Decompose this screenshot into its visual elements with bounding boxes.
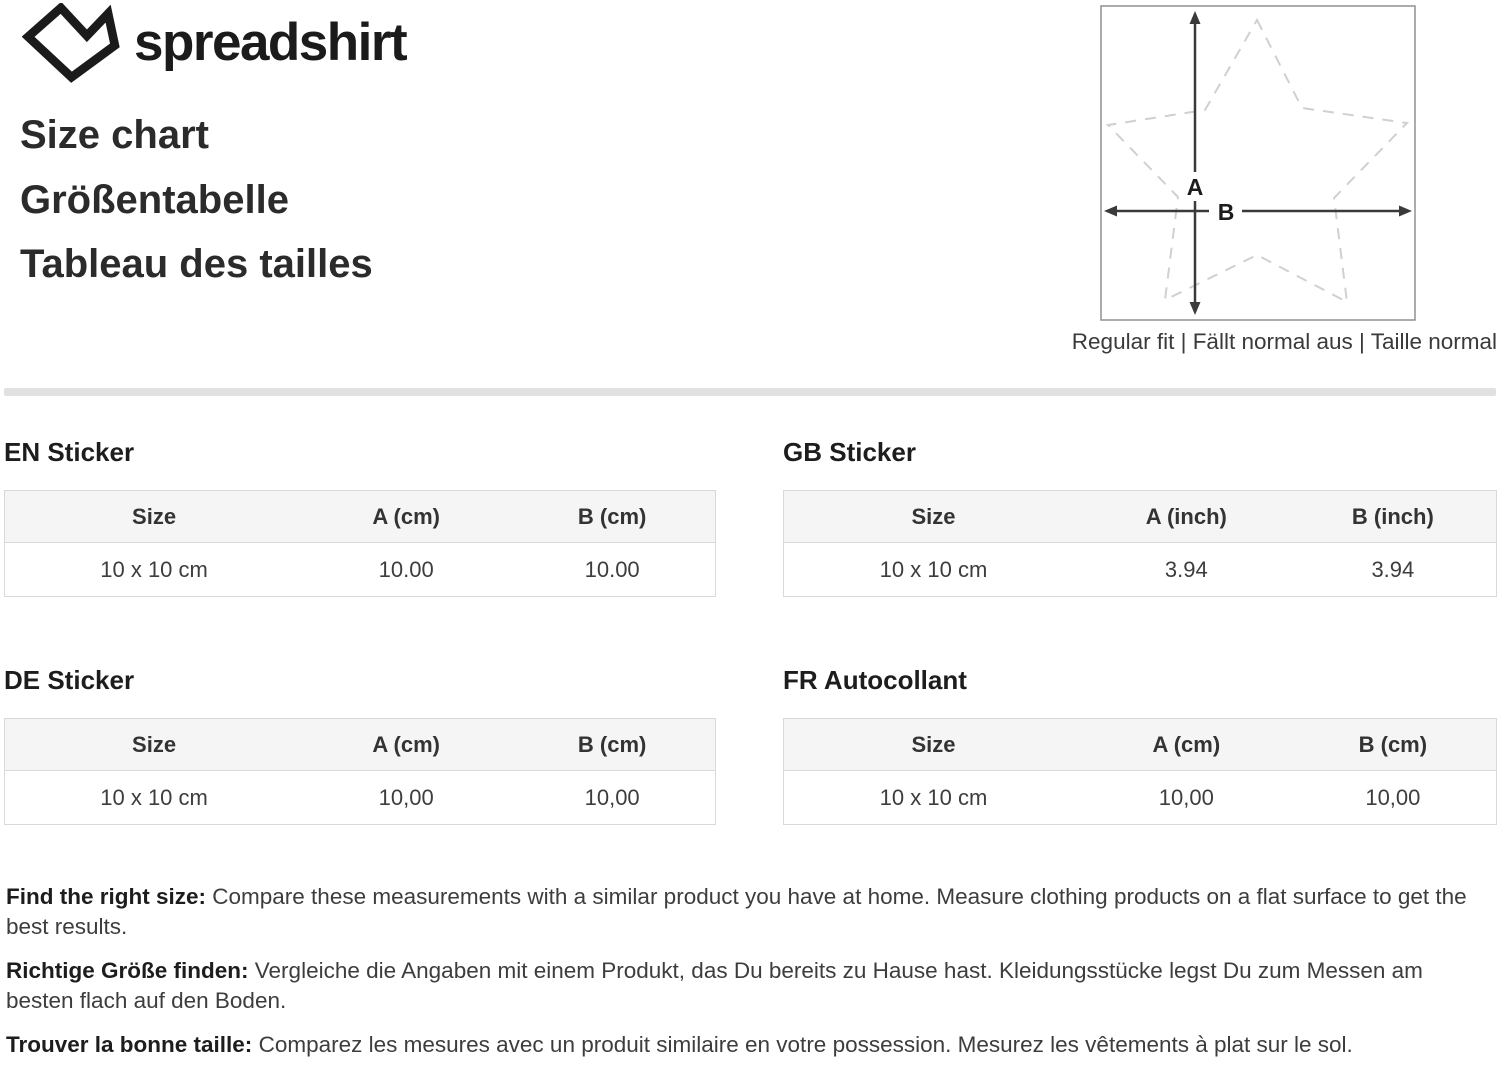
col-header-a: A (inch) (1082, 490, 1290, 543)
size-table-fr: Size A (cm) B (cm) 10 x 10 cm 10,00 10,0… (783, 718, 1497, 825)
col-header-size: Size (783, 718, 1083, 771)
table-header-row: Size A (cm) B (cm) (4, 490, 716, 543)
footer-note-de: Richtige Größe finden: Vergleiche die An… (6, 956, 1493, 1016)
table-row: 10 x 10 cm 10,00 10,00 (783, 770, 1497, 825)
col-header-b: B (cm) (1289, 718, 1497, 771)
size-table-en: Size A (cm) B (cm) 10 x 10 cm 10.00 10.0… (4, 490, 716, 597)
col-header-b: B (cm) (509, 718, 716, 771)
page-title-en: Size chart (20, 113, 209, 157)
col-header-b: B (inch) (1289, 490, 1497, 543)
cell-size: 10 x 10 cm (783, 770, 1083, 825)
table-header-row: Size A (cm) B (cm) (783, 718, 1497, 771)
table-header-row: Size A (cm) B (cm) (4, 718, 716, 771)
brand-logo: spreadshirt (22, 2, 408, 84)
star-outline-icon (1105, 17, 1410, 304)
footer-notes: Find the right size: Compare these measu… (6, 882, 1493, 1074)
col-header-size: Size (4, 718, 304, 771)
cell-b: 10,00 (509, 770, 716, 825)
cell-a: 10.00 (303, 542, 510, 597)
footer-note-en: Find the right size: Compare these measu… (6, 882, 1493, 942)
table-header-row: Size A (inch) B (inch) (783, 490, 1497, 543)
spreadshirt-heart-icon (22, 3, 120, 83)
cell-b: 10,00 (1289, 770, 1497, 825)
section-de-sticker: DE Sticker Size A (cm) B (cm) 10 x 10 cm… (4, 665, 716, 825)
table-row: 10 x 10 cm 10,00 10,00 (4, 770, 716, 825)
footer-note-lead: Richtige Größe finden: (6, 958, 249, 983)
sticker-measure-diagram-icon: A B (1100, 5, 1416, 321)
page-title-block: Size chart Größentabelle Tableau des tai… (20, 103, 373, 297)
section-title: EN Sticker (4, 437, 135, 467)
size-table-gb: Size A (inch) B (inch) 10 x 10 cm 3.94 3… (783, 490, 1497, 597)
col-header-a: A (cm) (303, 718, 510, 771)
cell-b: 10.00 (509, 542, 716, 597)
size-tables-grid: EN Sticker Size A (cm) B (cm) 10 x 10 cm… (4, 437, 1497, 825)
cell-a: 3.94 (1082, 542, 1290, 597)
footer-note-lead: Find the right size: (6, 884, 206, 909)
section-title: GB Sticker (783, 437, 916, 467)
cell-size: 10 x 10 cm (783, 542, 1083, 597)
fit-measurement-diagram: A B (1100, 5, 1416, 321)
page-title-fr: Tableau des tailles (20, 242, 373, 286)
footer-note-fr: Trouver la bonne taille: Comparez les me… (6, 1030, 1493, 1060)
section-divider (4, 388, 1496, 396)
footer-note-text: Compare these measurements with a simila… (6, 884, 1467, 939)
col-header-b: B (cm) (509, 490, 716, 543)
brand-name: spreadshirt (134, 13, 408, 72)
col-header-a: A (cm) (1082, 718, 1290, 771)
footer-note-text: Vergleiche die Angaben mit einem Produkt… (6, 958, 1423, 1013)
section-fr-autocollant: FR Autocollant Size A (cm) B (cm) 10 x 1… (783, 665, 1497, 825)
cell-a: 10,00 (303, 770, 510, 825)
col-header-size: Size (4, 490, 304, 543)
section-title: FR Autocollant (783, 665, 967, 695)
cell-size: 10 x 10 cm (4, 770, 304, 825)
page-title-de: Größentabelle (20, 177, 289, 222)
col-header-a: A (cm) (303, 490, 510, 543)
diagram-label-a: A (1187, 174, 1204, 200)
fit-caption: Regular fit | Fällt normal aus | Taille … (1071, 329, 1497, 354)
table-row: 10 x 10 cm 3.94 3.94 (783, 542, 1497, 597)
footer-note-text: Comparez les mesures avec un produit sim… (258, 1032, 1353, 1057)
cell-size: 10 x 10 cm (4, 542, 304, 597)
size-table-de: Size A (cm) B (cm) 10 x 10 cm 10,00 10,0… (4, 718, 716, 825)
diagram-label-b: B (1218, 199, 1235, 225)
section-en-sticker: EN Sticker Size A (cm) B (cm) 10 x 10 cm… (4, 437, 716, 597)
cell-a: 10,00 (1082, 770, 1290, 825)
section-gb-sticker: GB Sticker Size A (inch) B (inch) 10 x 1… (783, 437, 1497, 597)
footer-note-lead: Trouver la bonne taille: (6, 1032, 253, 1057)
section-title: DE Sticker (4, 665, 135, 695)
table-row: 10 x 10 cm 10.00 10.00 (4, 542, 716, 597)
col-header-size: Size (783, 490, 1083, 543)
cell-b: 3.94 (1289, 542, 1497, 597)
